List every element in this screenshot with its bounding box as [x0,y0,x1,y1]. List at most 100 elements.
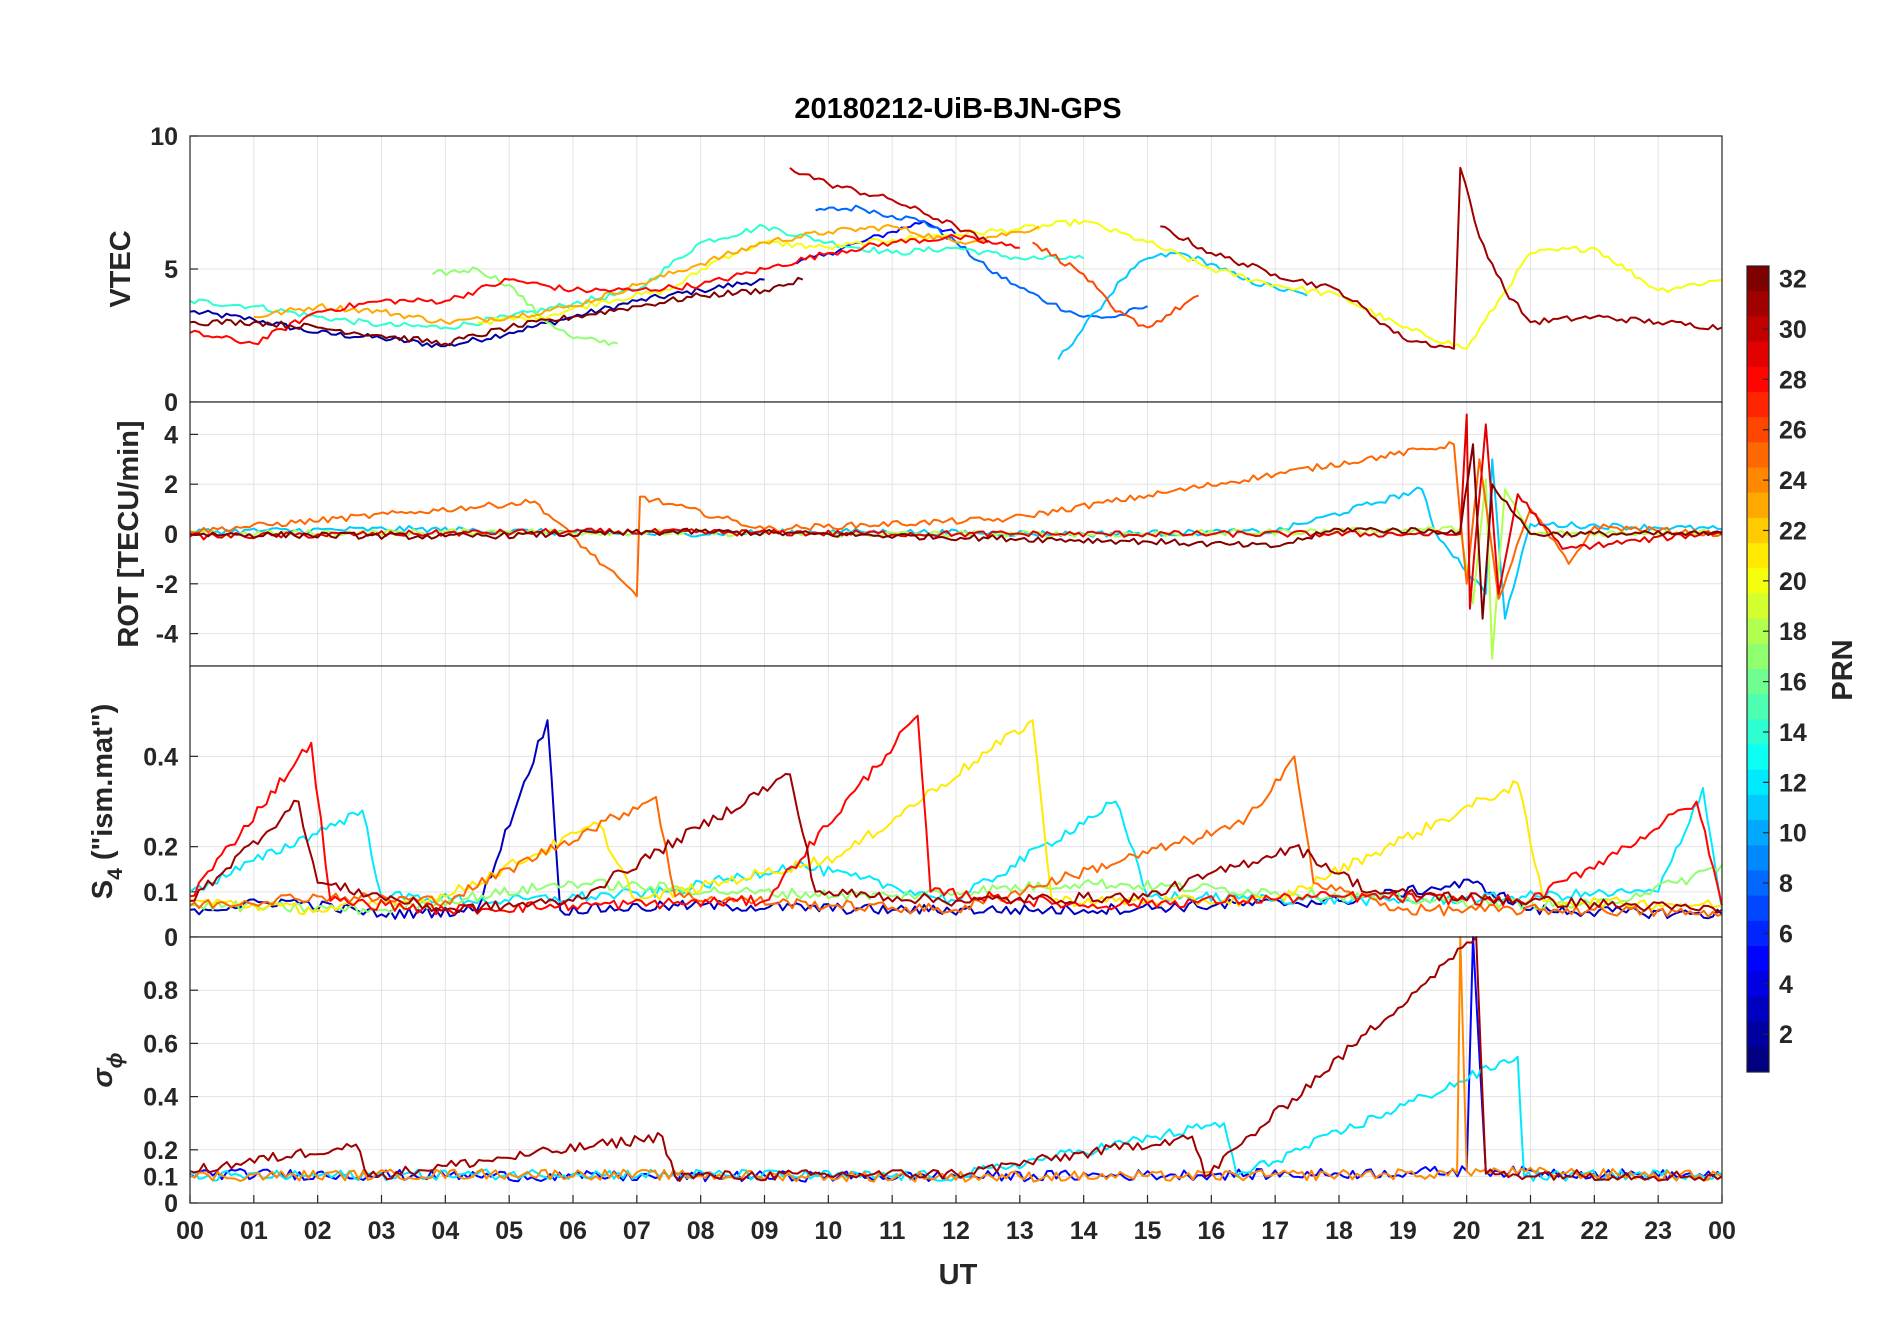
colorbar-segment [1747,366,1769,393]
colorbar-segment [1747,744,1769,771]
s4-series-prn-31 [189,773,1723,914]
colorbar-segment [1747,643,1769,670]
x-tick-label: 21 [1517,1217,1545,1245]
x-tick-label: 17 [1261,1217,1289,1245]
vtec-series-prn-8 [815,204,1148,319]
colorbar-segment [1747,266,1769,292]
x-tick-label: 03 [368,1217,396,1245]
colorbar-segment [1747,341,1769,368]
x-tick-label: 15 [1134,1217,1162,1245]
vtec-y-tick-label: 0 [164,389,178,417]
x-tick-label: 12 [942,1217,970,1245]
colorbar-tick-label: 16 [1779,669,1807,697]
chart-title: 20180212-UiB-BJN-GPS [794,93,1121,125]
x-tick-label: 07 [623,1217,651,1245]
colorbar-tick-label: 20 [1779,568,1807,596]
colorbar-segment [1747,618,1769,645]
sigma_phi-y-tick-label: 0.4 [143,1084,178,1112]
colorbar-tick-label: 26 [1779,417,1807,445]
colorbar-segment [1747,895,1769,922]
panel-s4: 0 0.1 0.2 0.4 S4 ("ism.mat") [87,665,1723,952]
colorbar-segment [1747,794,1769,821]
colorbar-tick-label: 18 [1779,618,1807,646]
rot-y-tick-label: -4 [156,621,178,649]
colorbar-tick-label: 22 [1779,517,1807,545]
panel-sigma_phi: 00.10.2 0.4 0.6 0.8 σϕ [87,936,1723,1218]
x-tick-label: 01 [240,1217,268,1245]
colorbar-segment [1747,593,1769,620]
x-tick-label: 02 [304,1217,332,1245]
colorbar-segment [1747,870,1769,897]
colorbar-segment [1747,669,1769,695]
vtec-series-prn-20 [477,218,1723,350]
colorbar-segment [1747,920,1769,947]
sigma_phi-y-tick-label: 0 [164,1190,178,1218]
colorbar-label: PRN [1827,639,1859,700]
vtec-series-prn-32 [189,276,804,347]
colorbar-segment [1747,291,1769,317]
vtec-series-prn-5 [795,220,957,265]
colorbar-segment [1747,694,1769,720]
colorbar-segment [1747,492,1769,519]
colorbar-segment [1747,996,1769,1023]
colorbar-tick-label: 10 [1779,820,1807,848]
rot-y-tick-label: 0 [164,521,178,549]
colorbar-tick-label: 2 [1779,1021,1793,1049]
colorbar-segment [1747,971,1769,997]
colorbar-segment [1747,568,1769,594]
vtec-series-prn-28 [189,233,1020,346]
sigma_phi-series-prn-24 [189,936,1723,1183]
vtec-series-prn-23 [253,223,1040,325]
colorbar-frame [1746,265,1770,1073]
rot-series-prn-32 [189,443,1723,620]
colorbar-segment [1747,769,1769,796]
sigma-phi-y-axis-label: σϕ [87,1052,127,1087]
x-tick-label: 05 [495,1217,523,1245]
s4-series-prn-3 [189,719,1723,920]
x-tick-label: 13 [1006,1217,1034,1245]
vtec-series-prn-2 [189,278,765,348]
x-tick-label: 00 [176,1217,204,1245]
vtec-y-tick-label: 10 [150,123,178,151]
colorbar-segment [1747,517,1769,544]
colorbar-segment [1747,946,1769,972]
x-tick-label: 19 [1389,1217,1417,1245]
vtec-y-tick-label: 5 [164,256,178,284]
colorbar-tick-label: 28 [1779,366,1807,394]
s4-y-tick-label: 0.4 [143,743,178,771]
vtec-series-prn-26 [1032,241,1199,329]
s4-y-tick-label: 0.2 [143,834,178,862]
rot-y-tick-label: 4 [164,421,178,449]
colorbar-tick-label: 14 [1779,719,1807,747]
sigma_phi-y-tick-label: 0.2 [143,1137,178,1165]
colorbar-segment [1747,845,1769,871]
rot-series-prn-25 [189,441,1723,600]
colorbar-segment [1747,1046,1769,1073]
sigma_phi-series-prn-31 [189,936,1723,1182]
s4-series-prn-17 [189,864,1723,916]
s4-series-prn-21 [189,719,1723,916]
x-tick-label: 06 [559,1217,587,1245]
vtec-series-prn-30 [789,167,989,244]
x-tick-label: 20 [1453,1217,1481,1245]
sigma_phi-y-tick-label: 0.8 [143,977,178,1005]
x-tick-label: 00 [1708,1217,1736,1245]
x-tick-label: 04 [431,1217,459,1245]
s4-series-prn-25 [189,755,1723,918]
colorbar-segment [1747,719,1769,746]
vtec-series-prn-31 [1160,166,1723,350]
rot-y-tick-label: 2 [164,471,178,499]
x-tick-label: 09 [751,1217,779,1245]
panel-rot: -4 -2 0 2 4 ROT [TECU/min] [113,401,1723,667]
colorbar-segment [1747,1021,1769,1048]
vtec-y-axis-label: VTEC [105,230,137,307]
s4-y-axis-label: S4 ("ism.mat") [87,704,127,900]
colorbar-segment [1747,417,1769,443]
sigma_phi-y-tick-label: 0.1 [143,1163,178,1191]
x-tick-label: 11 [879,1217,906,1245]
colorbar-tick-label: 6 [1779,920,1793,948]
colorbar-tick-label: 4 [1779,971,1793,999]
x-tick-label: 10 [814,1217,842,1245]
